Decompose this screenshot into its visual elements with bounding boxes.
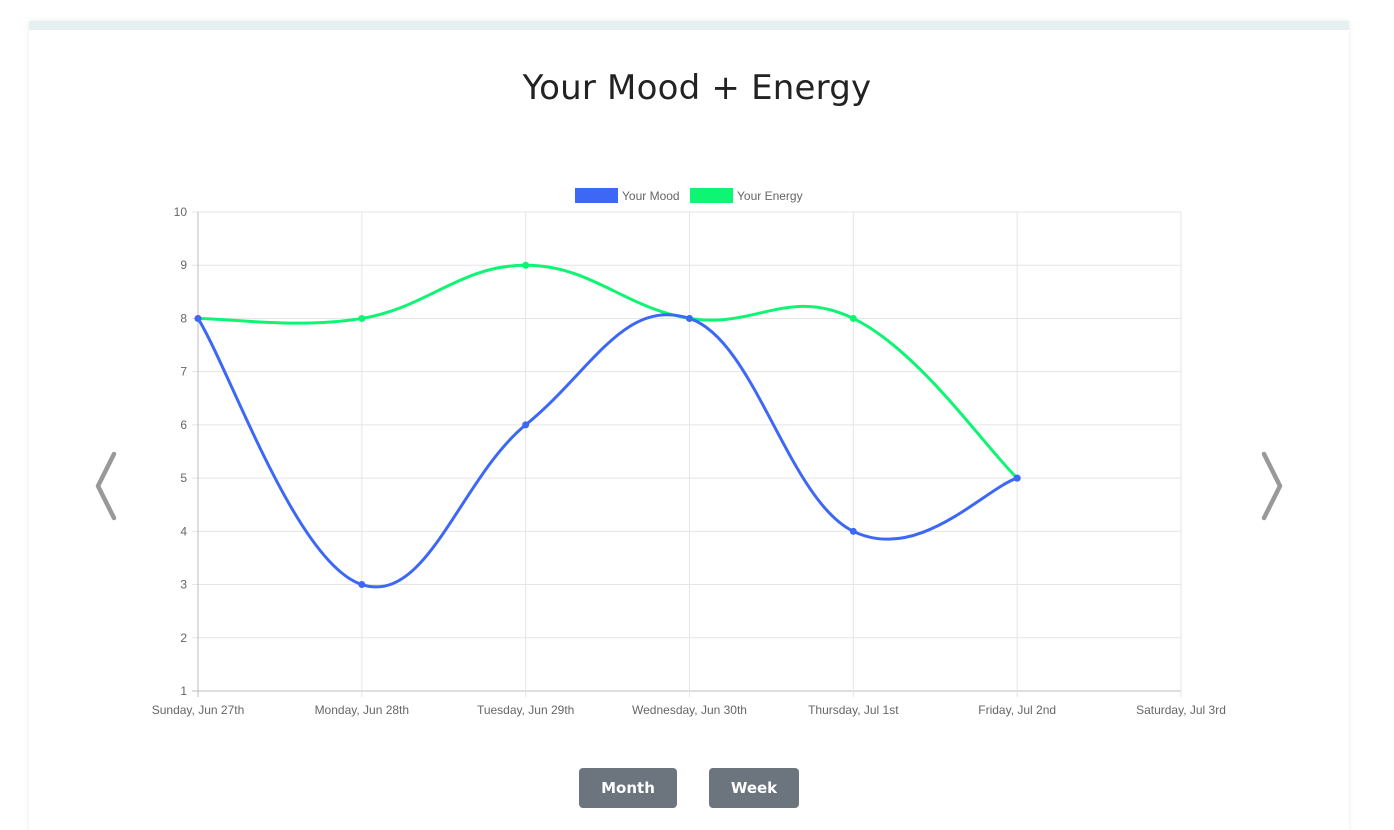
page-title: Your Mood + Energy [522,68,872,108]
data-point-your-mood [358,581,366,589]
legend-label-your-energy: Your Energy [737,189,803,203]
x-tick-label: Wednesday, Jun 30th [632,703,747,717]
chart-series [194,261,1021,589]
y-tick-label: 10 [174,205,188,219]
data-point-your-energy [849,314,857,322]
series-line-your-mood [196,313,1019,589]
y-tick-label: 1 [180,684,187,698]
y-tick-label: 2 [180,631,187,645]
x-tick-label: Tuesday, Jun 29th [477,703,574,717]
chart-grid [192,211,1182,697]
week-view-button[interactable]: Week [709,768,799,808]
x-tick-label: Monday, Jun 28th [315,703,410,717]
line-chart: 1 2 3 4 5 6 7 8 9 10 Sunday, Jun 27th Monday, Jun 2… [152,188,1226,717]
chart-legend[interactable]: Your Mood Your Energy [575,188,803,203]
legend-swatch-your-mood [575,188,618,203]
data-point-your-mood [522,421,530,429]
previous-week-button[interactable] [92,450,122,522]
chevron-right-icon [1261,451,1283,521]
data-point-your-mood [1013,474,1021,482]
y-tick-label: 6 [180,418,187,432]
y-tick-label: 8 [180,311,187,325]
chevron-left-icon [95,451,117,521]
data-point-your-mood [849,527,857,535]
data-point-your-energy [358,314,366,322]
month-view-button[interactable]: Month [579,768,677,808]
x-tick-label: Sunday, Jun 27th [152,703,245,717]
y-tick-label: 7 [180,365,187,379]
legend-swatch-your-energy [690,188,733,203]
next-week-button[interactable] [1256,450,1286,522]
chart-axes: 1 2 3 4 5 6 7 8 9 10 Sunday, Jun 27th Monday, Jun 2… [152,205,1226,717]
series-line-your-energy [196,263,1019,480]
data-point-your-energy [522,261,530,269]
y-tick-label: 5 [180,471,187,485]
y-tick-label: 3 [180,578,187,592]
y-tick-label: 4 [180,524,187,538]
data-point-your-mood [686,314,693,322]
data-point-your-mood [194,314,202,322]
legend-label-your-mood: Your Mood [622,189,680,203]
y-tick-label: 9 [180,258,187,272]
x-tick-label: Saturday, Jul 3rd [1136,703,1226,717]
x-tick-label: Friday, Jul 2nd [978,703,1056,717]
x-tick-label: Thursday, Jul 1st [808,703,899,717]
